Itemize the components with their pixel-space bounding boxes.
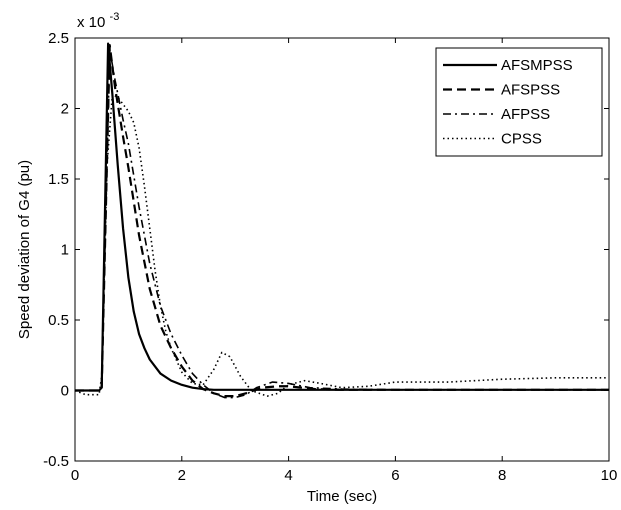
x-tick-label: 6 (391, 467, 399, 484)
tick-label-layer: 0 2 4 6 8 10-0.500.511.522.5 (43, 30, 617, 484)
x-tick-label: 4 (284, 467, 292, 484)
y-multiplier-base: x 10 (77, 14, 105, 31)
y-axis-title: Speed deviation of G4 (pu) (16, 160, 33, 339)
x-tick-label: 0 (71, 467, 79, 484)
x-tick-label: 10 (601, 467, 618, 484)
legend-label: AFPSS (501, 106, 550, 123)
x-tick-label: 2 (178, 467, 186, 484)
y-axis-multiplier-label: x 10 -3 (77, 11, 119, 31)
y-tick-label: 1 (61, 242, 69, 259)
x-tick-label: 8 (498, 467, 506, 484)
y-tick-label: 2 (61, 101, 69, 118)
legend-label: CPSS (501, 131, 542, 148)
series-layer (75, 42, 609, 399)
legend-label: AFSMPSS (501, 57, 573, 74)
y-tick-label: 0.5 (48, 312, 69, 329)
y-multiplier-exponent: -3 (110, 11, 120, 23)
y-tick-label: 0 (61, 383, 69, 400)
x-axis-title: Time (sec) (307, 488, 377, 505)
legend: AFSMPSS AFSPSS AFPSS CPSS (435, 47, 603, 157)
y-tick-label: 1.5 (48, 171, 69, 188)
y-tick-label: -0.5 (43, 453, 69, 470)
series-line-afsmpss (75, 42, 609, 392)
series-line-afspss (75, 43, 609, 398)
y-tick-label: 2.5 (48, 30, 69, 47)
legend-label: AFSPSS (501, 82, 560, 99)
series-line-afpss (75, 48, 609, 399)
tick-layer (74, 37, 610, 462)
